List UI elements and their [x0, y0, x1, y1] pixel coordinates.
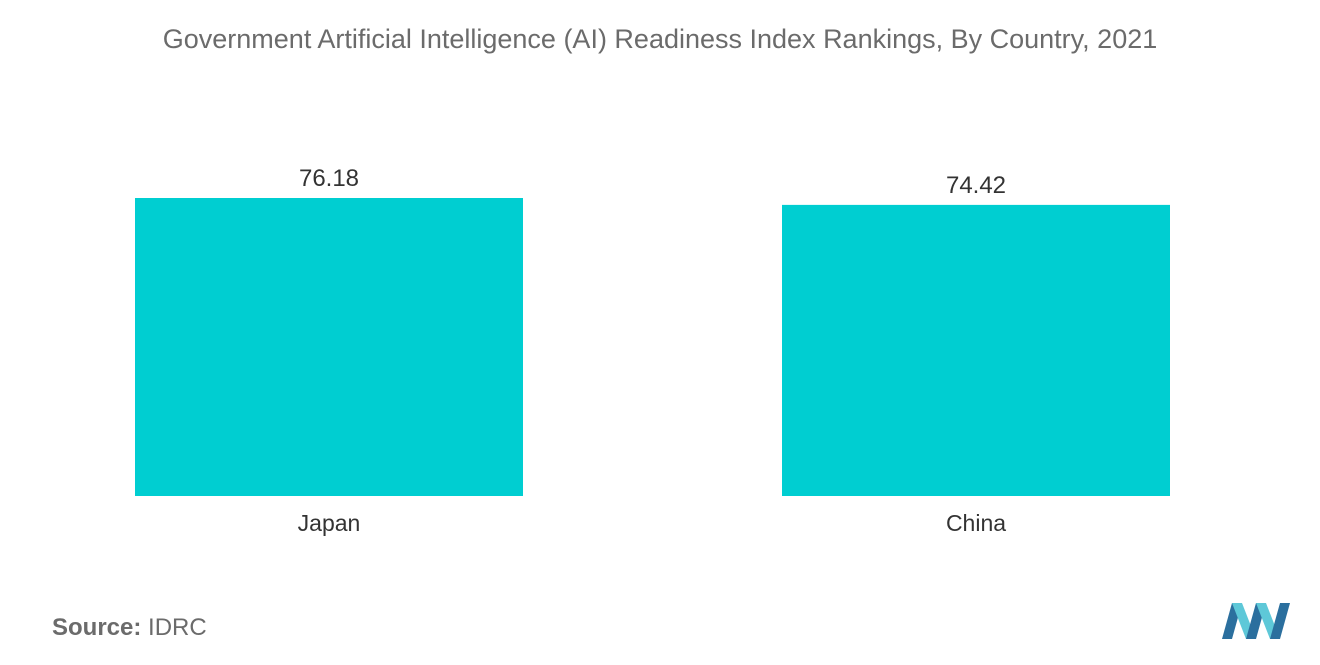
bar-chart: 76.18 Japan 74.42 China — [135, 165, 1170, 536]
source-note: Source: IDRC — [52, 614, 207, 642]
category-label-china: China — [946, 510, 1006, 536]
bars-group: 76.18 Japan 74.42 China — [135, 165, 1170, 536]
data-label-china: 74.42 — [946, 172, 1006, 199]
chart-title: Government Artificial Intelligence (AI) … — [162, 24, 1158, 54]
category-label-japan: Japan — [298, 510, 361, 536]
bar-china — [782, 204, 1170, 496]
bar-japan — [135, 198, 523, 496]
data-label-japan: 76.18 — [299, 165, 359, 192]
source-label: Source: — [52, 614, 142, 641]
source-value: IDRC — [148, 614, 207, 641]
mordor-intelligence-logo-icon — [1222, 603, 1290, 639]
